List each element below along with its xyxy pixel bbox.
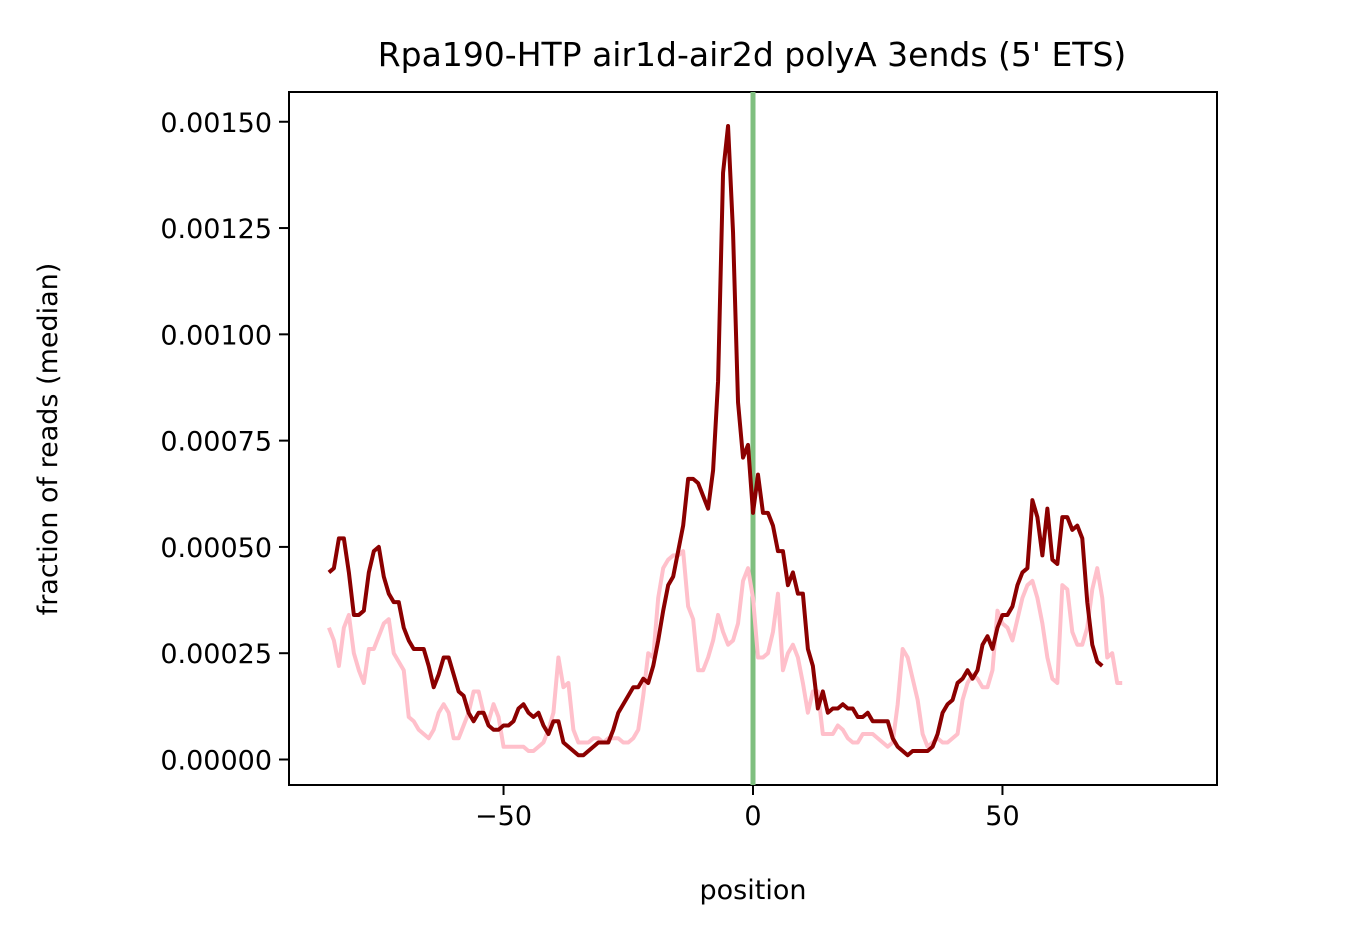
y-axis-label: fraction of reads (median) [33, 263, 64, 616]
x-tick-label: 50 [985, 801, 1019, 832]
x-axis-label: position [700, 875, 807, 906]
y-tick-label: 0.00150 [160, 108, 272, 139]
y-tick-label: 0.00050 [160, 533, 272, 564]
series-line-1 [327, 124, 1104, 758]
y-axis: 0.00000 0.00025 0.00050 0.00075 0.00100 0.001… [160, 108, 289, 776]
y-tick-label: 0.00025 [160, 639, 272, 670]
x-tick-label: 0 [744, 801, 761, 832]
y-tick-label: 0.00100 [160, 320, 272, 351]
plot-area [288, 91, 1218, 786]
series-line-2 [327, 549, 1123, 753]
chart-title: Rpa190-HTP air1d-air2d polyA 3ends (5' E… [378, 35, 1127, 74]
y-tick-label: 0.00000 [160, 745, 272, 776]
y-tick-label: 0.00075 [160, 427, 272, 458]
y-tick-label: 0.00125 [160, 214, 272, 245]
x-axis: −50 0 50 [475, 785, 1020, 832]
x-tick-label: −50 [475, 801, 532, 832]
